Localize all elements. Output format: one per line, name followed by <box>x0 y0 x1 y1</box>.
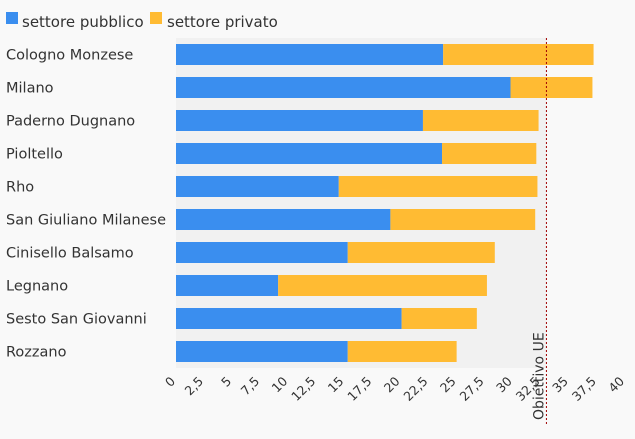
x-tick-label: 25 <box>437 374 459 396</box>
category-label: Paderno Dugnano <box>6 114 135 130</box>
bar-pubblico[interactable] <box>176 143 443 164</box>
x-tick-label: 37,5 <box>569 374 599 404</box>
category-label: San Giuliano Milanese <box>6 213 166 229</box>
bar-privato[interactable] <box>338 176 538 197</box>
category-label: Cologno Monzese <box>6 48 133 64</box>
x-tick-label: 40 <box>605 373 627 395</box>
x-tick-label: 5 <box>218 374 234 390</box>
bar-privato[interactable] <box>422 110 539 131</box>
category-labels: Cologno Monzese Milano Paderno Dugnano Piol… <box>6 48 166 361</box>
category-label: Rozzano <box>6 345 67 361</box>
x-tick-label: 2,5 <box>182 374 207 399</box>
bar-privato[interactable] <box>442 143 537 164</box>
x-tick-label: 12,5 <box>288 374 318 404</box>
bar-privato[interactable] <box>278 275 487 296</box>
bar-pubblico[interactable] <box>176 341 348 362</box>
bar-privato[interactable] <box>347 242 495 263</box>
x-tick-label: 20 <box>381 373 403 395</box>
legend-label-privato[interactable]: settore privato <box>167 13 278 31</box>
category-label: Cinisello Balsamo <box>6 246 134 262</box>
category-label: Legnano <box>6 279 68 295</box>
bar-privato[interactable] <box>443 44 594 65</box>
bar-privato[interactable] <box>390 209 536 230</box>
x-tick-label: 30 <box>493 373 515 395</box>
x-tick-label: 10 <box>269 373 291 395</box>
x-tick-label: 0 <box>162 373 178 389</box>
x-tick-label: 7,5 <box>238 374 263 399</box>
bar-pubblico[interactable] <box>176 209 391 230</box>
bars-group <box>176 44 594 362</box>
category-label: Milano <box>6 81 54 97</box>
legend-label-pubblico[interactable]: settore pubblico <box>22 13 144 31</box>
bar-pubblico[interactable] <box>176 242 348 263</box>
x-tick-label: 27,5 <box>457 374 487 404</box>
bar-privato[interactable] <box>401 308 477 329</box>
bar-pubblico[interactable] <box>176 176 339 197</box>
bar-pubblico[interactable] <box>176 308 402 329</box>
x-tick-label: 17,5 <box>344 374 374 404</box>
x-tick-label: 35 <box>549 374 571 396</box>
bar-pubblico[interactable] <box>176 77 511 98</box>
target-label: Obiettivo UE <box>531 332 547 420</box>
category-label: Rho <box>6 180 34 196</box>
bar-pubblico[interactable] <box>176 110 423 131</box>
x-tick-label: 22,5 <box>400 374 430 404</box>
bar-privato[interactable] <box>510 77 593 98</box>
legend: settore pubblico settore privato <box>6 12 278 31</box>
legend-swatch-privato <box>150 12 162 24</box>
bar-privato[interactable] <box>347 341 457 362</box>
x-tick-label: 15 <box>325 374 347 396</box>
bar-pubblico[interactable] <box>176 44 444 65</box>
legend-swatch-pubblico <box>6 12 18 24</box>
category-label: Pioltello <box>6 147 63 163</box>
category-label: Sesto San Giovanni <box>6 312 147 328</box>
bar-pubblico[interactable] <box>176 275 279 296</box>
